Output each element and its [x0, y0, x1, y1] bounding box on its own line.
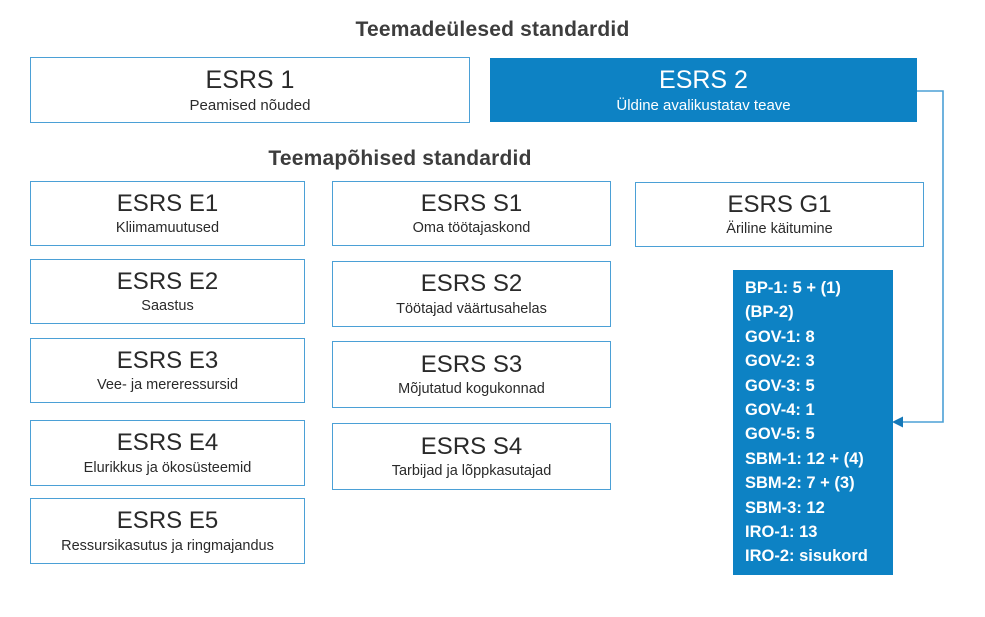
box-title: ESRS E4: [116, 429, 219, 457]
list-item: SBM-1: 12 + (4): [745, 449, 864, 468]
box-esrs-e3: ESRS E3 Vee- ja mereressursid: [30, 338, 305, 403]
heading-topical-standards: Teemapõhised standardid: [268, 147, 532, 170]
box-esrs-s1: ESRS S1 Oma töötajaskond: [332, 181, 611, 246]
box-esrs-e5: ESRS E5 Ressursikasutus ja ringmajandus: [30, 498, 305, 564]
box-subtitle: Elurikkus ja ökosüsteemid: [83, 459, 252, 476]
list-item: SBM-3: 12: [745, 498, 825, 517]
box-title: ESRS G1: [727, 190, 832, 218]
box-esrs-e1: ESRS E1 Kliimamuutused: [30, 181, 305, 246]
list-item: BP-1: 5 + (1): [745, 279, 841, 297]
box-subtitle: Peamised nõuded: [189, 97, 311, 114]
heading-cross-topic-standards: Teemadeülesed standardid: [355, 18, 630, 41]
list-item: GOV-3: 5: [745, 376, 815, 395]
box-title: ESRS S4: [420, 432, 523, 460]
box-title: ESRS S3: [420, 350, 523, 378]
list-item: SBM-2: 7 + (3): [745, 474, 855, 493]
list-item: IRO-1: 13: [745, 523, 818, 542]
list-item: GOV-1: 8: [745, 327, 815, 346]
connector-arrow: [892, 90, 944, 428]
box-subtitle: Tarbijad ja lõppkasutajad: [391, 463, 552, 480]
box-subtitle: Ressursikasutus ja ringmajandus: [61, 537, 274, 554]
list-item: GOV-4: 1: [745, 401, 815, 420]
box-title: ESRS 2: [659, 66, 748, 94]
box-subtitle: Kliimamuutused: [115, 220, 220, 237]
box-esrs-s4: ESRS S4 Tarbijad ja lõppkasutajad: [332, 423, 611, 490]
box-subtitle: Mõjutatud kogukonnad: [398, 381, 545, 398]
list-item: GOV-2: 3: [745, 352, 815, 371]
box-subtitle: Üldine avalikustatav teave: [616, 97, 791, 114]
box-subtitle: Äriline käitumine: [726, 221, 833, 238]
box-title: ESRS E3: [116, 346, 219, 374]
box-subtitle: Saastus: [141, 298, 194, 315]
box-esrs-g1: ESRS G1 Äriline käitumine: [635, 182, 924, 247]
box-esrs-2: ESRS 2 Üldine avalikustatav teave: [490, 58, 917, 122]
box-esrs-s2: ESRS S2 Töötajad väärtusahelas: [332, 261, 611, 327]
box-subtitle: Töötajad väärtusahelas: [396, 300, 547, 317]
box-esrs-e4: ESRS E4 Elurikkus ja ökosüsteemid: [30, 420, 305, 486]
box-subtitle: Vee- ja mereressursid: [96, 377, 239, 394]
box-title: ESRS E5: [116, 507, 219, 535]
box-title: ESRS S1: [420, 189, 523, 217]
list-item: (BP-2): [745, 303, 794, 322]
box-title: ESRS E2: [116, 267, 219, 295]
list-item: GOV-5: 5: [745, 425, 815, 444]
box-title: ESRS E1: [116, 189, 219, 217]
box-esrs-1: ESRS 1 Peamised nõuded: [30, 57, 470, 123]
esrs2-disclosure-list: BP-1: 5 + (1) (BP-2) GOV-1: 8 GOV-2: 3 G…: [733, 270, 893, 575]
list-item: IRO-2: sisukord: [745, 547, 868, 566]
box-subtitle: Oma töötajaskond: [412, 220, 531, 237]
box-esrs-s3: ESRS S3 Mõjutatud kogukonnad: [332, 341, 611, 408]
arrowhead-icon: [892, 416, 903, 428]
box-esrs-e2: ESRS E2 Saastus: [30, 259, 305, 324]
box-title: ESRS S2: [420, 270, 523, 298]
box-title: ESRS 1: [205, 66, 295, 94]
